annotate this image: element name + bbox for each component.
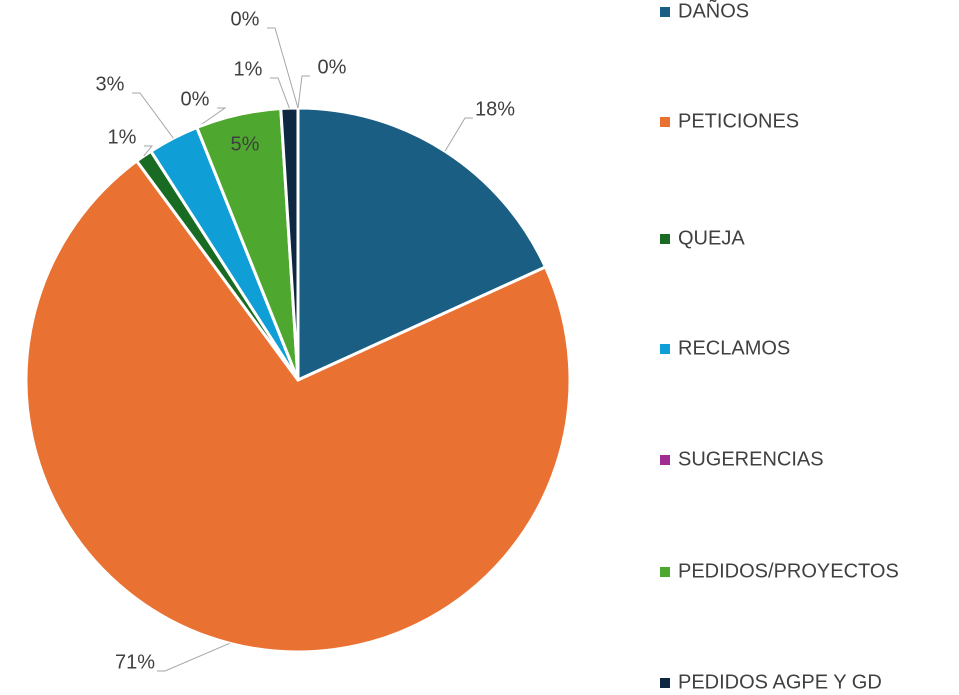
legend-label: DAÑOS (678, 0, 749, 22)
legend-label: PEDIDOS AGPE Y GD (678, 671, 882, 693)
leader-line (132, 93, 173, 138)
legend-swatch (660, 455, 670, 465)
leader-line (445, 118, 473, 151)
leader-line (157, 643, 230, 671)
legend-label: PETICIONES (678, 110, 799, 132)
data-label: 3% (96, 73, 125, 95)
data-label: 0% (318, 56, 347, 78)
data-label: 0% (231, 8, 260, 30)
legend-label: PEDIDOS/PROYECTOS (678, 560, 899, 582)
leader-line (267, 28, 298, 108)
legend-label: RECLAMOS (678, 337, 790, 359)
data-label: 1% (234, 58, 263, 80)
data-label: 71% (115, 651, 155, 673)
legend-swatch (660, 234, 670, 244)
legend-swatch (660, 117, 670, 127)
legend-swatch (660, 567, 670, 577)
chart: 18% 71% 1% 3% 0% 5% 1% 0% 0% DAÑOS PETICIONES QUEJA… (0, 0, 959, 695)
data-label: 5% (231, 133, 260, 155)
data-label: 0% (181, 88, 210, 110)
legend-swatch (660, 678, 670, 688)
data-label: 1% (108, 126, 137, 148)
legend-swatch (660, 7, 670, 17)
legend-swatch (660, 344, 670, 354)
leader-line (298, 76, 310, 108)
data-label: 18% (475, 98, 515, 120)
leader-line (270, 78, 289, 108)
legend-label: QUEJA (678, 227, 745, 249)
legend-label: SUGERENCIAS (678, 448, 824, 470)
